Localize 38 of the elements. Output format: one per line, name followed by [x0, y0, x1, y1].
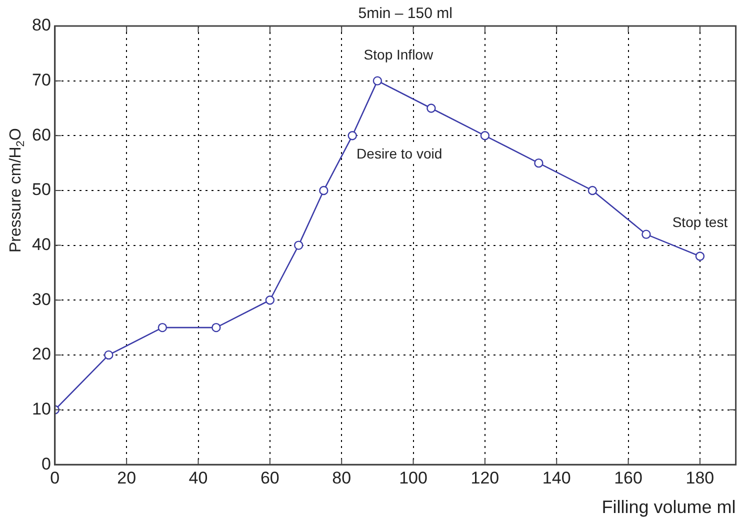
y-tick-label: 80: [32, 16, 51, 35]
point: [104, 350, 114, 360]
point: [348, 131, 357, 140]
y-tick-label: 10: [32, 399, 51, 418]
chart-title: 5min – 150 ml: [358, 5, 452, 22]
x-tick-label: 80: [332, 468, 352, 488]
annotation: Stop Inflow: [364, 46, 434, 63]
point: [158, 322, 168, 332]
x-tick-label: 140: [542, 468, 571, 488]
x-tick-label: 120: [470, 468, 500, 488]
point: [319, 186, 328, 196]
y-tick-label: 50: [32, 180, 51, 200]
annotation: Stop test: [672, 214, 728, 230]
point: [534, 158, 544, 168]
point: [426, 104, 436, 113]
annotation: Desire to void: [356, 146, 442, 162]
point: [212, 322, 221, 332]
point: [372, 76, 382, 86]
x-tick-label: 180: [686, 468, 714, 488]
point: [294, 240, 304, 250]
y-tick-label: 20: [32, 344, 51, 364]
point: [695, 252, 705, 261]
point: [642, 230, 651, 239]
y-tick-label: 0: [41, 454, 51, 474]
point: [265, 296, 275, 305]
y-axis-title: Pressure cm/H2O: [7, 128, 27, 253]
y-tick-label: 60: [32, 125, 51, 144]
y-tick-label: 70: [32, 70, 51, 90]
x-tick-label: 20: [117, 468, 136, 488]
x-tick-label: 60: [260, 468, 280, 488]
x-tick-label: 100: [399, 468, 428, 488]
y-tick-label: 40: [32, 234, 51, 254]
point: [588, 186, 598, 196]
x-axis-title: Filling volume ml: [602, 496, 736, 517]
y-tick-label: 30: [32, 290, 51, 309]
x-tick-label: 40: [188, 468, 208, 488]
point: [480, 131, 490, 140]
x-tick-label: 160: [614, 468, 642, 488]
